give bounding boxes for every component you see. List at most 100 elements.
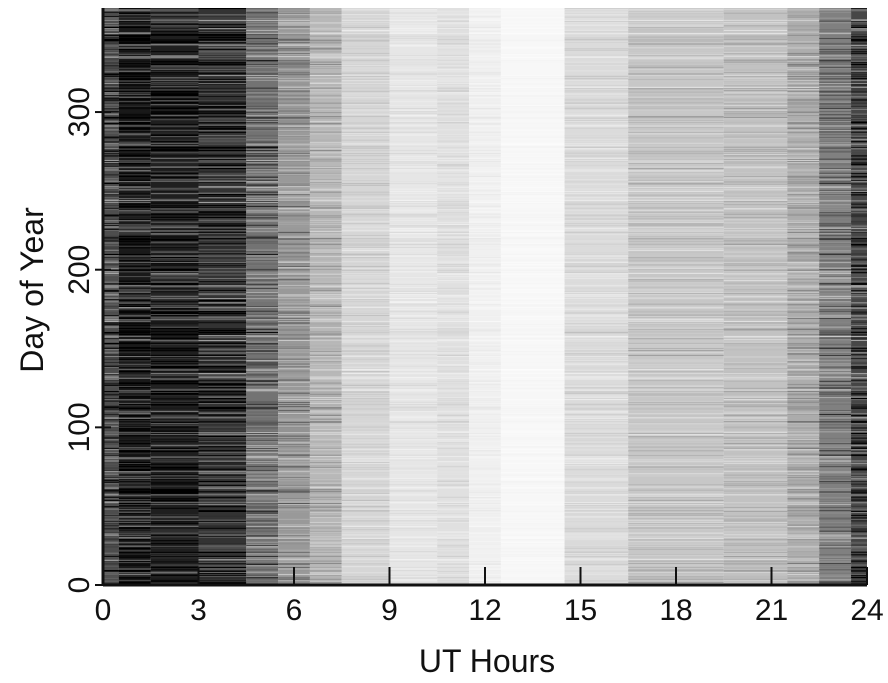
heatmap-cell [150, 79, 199, 81]
heatmap-cell [118, 90, 151, 92]
heatmap-cell [246, 403, 279, 405]
heatmap-cell [150, 357, 199, 359]
heatmap-cell [469, 508, 501, 510]
heatmap-cell [500, 357, 565, 359]
heatmap-cell [469, 182, 501, 184]
heatmap-cell [500, 331, 565, 333]
heatmap-cell [437, 374, 470, 376]
heatmap-cell [150, 212, 199, 214]
heatmap-cell [309, 203, 342, 205]
heatmap-cell [103, 529, 119, 531]
heatmap-cell [341, 414, 390, 416]
heatmap-cell [437, 261, 470, 263]
heatmap-cell [309, 331, 342, 333]
heatmap-cell [278, 67, 310, 69]
heatmap-cell [278, 91, 310, 93]
heatmap-cell [118, 26, 151, 29]
heatmap-cell [150, 403, 199, 405]
heatmap-cell [564, 558, 629, 561]
heatmap-cell [469, 544, 501, 546]
heatmap-cell [118, 390, 151, 392]
heatmap-cell [198, 372, 247, 375]
heatmap-cell [118, 302, 151, 304]
heatmap-cell [389, 520, 438, 522]
heatmap-cell [198, 321, 247, 323]
heatmap-cell [246, 146, 279, 148]
heatmap-cell [246, 357, 279, 360]
heatmap-cell [278, 262, 310, 264]
heatmap-cell [103, 361, 119, 363]
heatmap-cell [437, 259, 470, 261]
heatmap-cell [341, 465, 390, 468]
heatmap-cell [118, 298, 151, 300]
heatmap-cell [246, 524, 279, 526]
heatmap-cell [437, 60, 470, 62]
heatmap-cell [389, 479, 438, 481]
heatmap-cell [341, 194, 390, 196]
heatmap-cell [103, 493, 119, 495]
heatmap-cell [469, 560, 501, 562]
heatmap-cell [103, 121, 119, 123]
heatmap-cell [118, 101, 151, 103]
heatmap-cell [500, 544, 565, 546]
heatmap-cell [150, 218, 199, 220]
heatmap-cell [246, 551, 279, 553]
heatmap-cell [500, 483, 565, 485]
heatmap-cell [341, 440, 390, 442]
heatmap-cell [118, 465, 151, 468]
heatmap-cell [389, 280, 438, 282]
heatmap-cell [500, 123, 565, 125]
heatmap-cell [309, 32, 342, 34]
heatmap-cell [500, 361, 565, 363]
heatmap-cell [150, 150, 199, 152]
heatmap-cell [150, 368, 199, 370]
heatmap-cell [198, 462, 247, 464]
heatmap-cell [278, 550, 310, 552]
heatmap-cell [564, 570, 629, 572]
heatmap-cell [150, 410, 199, 412]
heatmap-cell [389, 469, 438, 472]
heatmap-cell [437, 543, 470, 545]
heatmap-cell [437, 104, 470, 106]
heatmap-cell [309, 152, 342, 154]
heatmap-cell [118, 41, 151, 43]
heatmap-cell [309, 48, 342, 50]
heatmap-cell [103, 495, 119, 498]
heatmap-cell [500, 412, 565, 414]
heatmap-cell [437, 76, 470, 78]
heatmap-cell [118, 536, 151, 539]
heatmap-cell [437, 364, 470, 366]
heatmap-cell [118, 95, 151, 97]
heatmap-cell [469, 380, 501, 382]
heatmap-cell [469, 49, 501, 51]
heatmap-cell [246, 377, 279, 379]
heatmap-cell [437, 88, 470, 90]
heatmap-cell [103, 410, 119, 412]
heatmap-cell [246, 578, 279, 580]
heatmap-cell [103, 56, 119, 58]
heatmap-cell [341, 469, 390, 472]
heatmap-cell [469, 8, 501, 585]
heatmap-cell [309, 332, 342, 334]
heatmap-cell [437, 402, 470, 404]
heatmap-cell [198, 298, 247, 300]
heatmap-cell [278, 100, 310, 102]
heatmap-cell [103, 216, 119, 218]
heatmap-cell [564, 384, 629, 386]
heatmap-cell [469, 71, 501, 73]
heatmap-cell [469, 142, 501, 144]
heatmap-cell [389, 40, 438, 42]
heatmap-cell [198, 122, 247, 124]
heatmap-cell [246, 562, 279, 564]
heatmap-cell [118, 163, 151, 165]
heatmap-cell [437, 22, 470, 25]
heatmap-cell [246, 288, 279, 290]
heatmap-cell [564, 561, 629, 563]
heatmap-cell [150, 125, 199, 127]
heatmap-cell [500, 144, 565, 146]
heatmap-cell [246, 415, 279, 417]
heatmap-cell [118, 439, 151, 442]
heatmap-cell [309, 357, 342, 360]
heatmap-cell [278, 529, 310, 531]
heatmap-cell [341, 458, 390, 460]
